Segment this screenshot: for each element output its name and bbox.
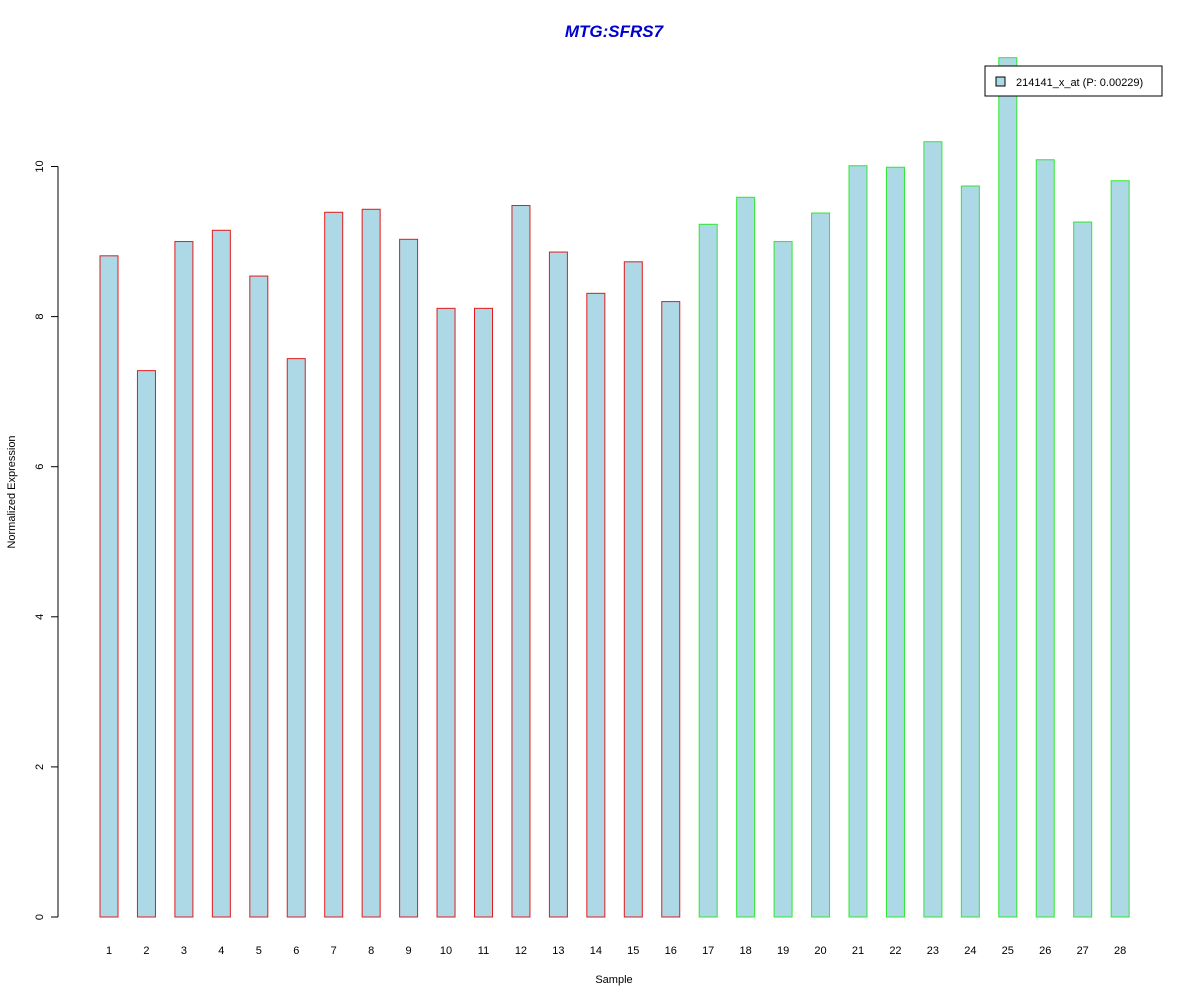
bar-sample-10 [436, 307, 456, 918]
bar-sample-16 [661, 301, 681, 918]
x-tick-label: 6 [293, 945, 299, 957]
bar-sample-7 [324, 211, 344, 918]
x-tick-label: 22 [889, 945, 901, 957]
y-axis: 0 2 4 6 8 10 [34, 160, 59, 920]
legend-swatch [995, 76, 1006, 87]
x-tick-label: 7 [331, 945, 337, 957]
x-axis-label: Sample [595, 974, 632, 986]
bar-sample-17 [698, 223, 718, 918]
y-tick-label: 8 [34, 314, 46, 320]
bar-sample-11 [474, 307, 493, 918]
bar-sample-1 [99, 255, 119, 918]
x-tick-label: 1 [106, 945, 112, 957]
x-tick-label: 3 [181, 945, 187, 957]
chart-title: MTG:SFRS7 [565, 22, 665, 41]
bar-sample-6 [286, 358, 306, 918]
x-axis-tick-labels: 1 2 3 4 5 6 7 8 9 10 11 12 13 14 15 16 17 18 19 20 21 22 23 24 2… [106, 945, 1126, 957]
legend-box [984, 65, 1163, 97]
bar-sample-28 [1110, 180, 1130, 918]
x-tick-label: 9 [406, 945, 412, 957]
bar-sample-18 [736, 196, 756, 918]
bar-sample-13 [548, 251, 568, 918]
bar-sample-3 [174, 241, 194, 918]
x-tick-label: 24 [964, 945, 976, 957]
x-tick-label: 16 [665, 945, 677, 957]
bar-sample-4 [211, 229, 231, 918]
y-axis-label: Normalized Expression [6, 435, 18, 548]
bar-sample-19 [773, 241, 793, 918]
x-tick-label: 26 [1039, 945, 1051, 957]
bar-sample-5 [249, 275, 269, 918]
bar-sample-21 [848, 165, 868, 918]
y-tick-label: 10 [34, 160, 46, 172]
bar-sample-24 [960, 185, 980, 918]
x-tick-label: 21 [852, 945, 864, 957]
y-tick-label: 6 [34, 464, 46, 470]
x-tick-label: 27 [1077, 945, 1089, 957]
x-tick-label: 14 [590, 945, 602, 957]
x-tick-label: 4 [218, 945, 224, 957]
bar-sample-22 [885, 166, 905, 918]
x-tick-label: 10 [440, 945, 452, 957]
x-tick-label: 15 [627, 945, 639, 957]
y-tick-label: 4 [34, 614, 46, 620]
bar-sample-8 [361, 208, 381, 918]
bars-group [99, 57, 1130, 918]
x-tick-label: 25 [1002, 945, 1014, 957]
y-tick-label: 2 [34, 764, 46, 770]
x-tick-label: 8 [368, 945, 374, 957]
bar-sample-9 [399, 238, 419, 918]
bar-sample-2 [136, 370, 156, 918]
x-tick-label: 28 [1114, 945, 1126, 957]
x-tick-label: 13 [552, 945, 564, 957]
bar-sample-14 [586, 292, 606, 918]
y-tick-label: 0 [34, 914, 46, 920]
x-tick-label: 5 [256, 945, 262, 957]
x-tick-label: 20 [814, 945, 826, 957]
x-tick-label: 18 [740, 945, 752, 957]
legend: 214141_x_at (P: 0.00229) [984, 65, 1163, 97]
bar-sample-23 [923, 141, 943, 918]
bar-sample-25 [998, 57, 1018, 918]
x-tick-label: 11 [478, 945, 489, 957]
x-tick-label: 2 [143, 945, 149, 957]
bar-sample-15 [623, 261, 643, 918]
bar-sample-27 [1073, 221, 1093, 918]
bar-sample-12 [511, 205, 531, 918]
bar-sample-20 [811, 212, 831, 918]
legend-label: 214141_x_at (P: 0.00229) [1016, 77, 1143, 89]
x-tick-label: 17 [702, 945, 714, 957]
x-tick-label: 19 [777, 945, 789, 957]
bar-sample-26 [1035, 159, 1055, 918]
x-tick-label: 12 [515, 945, 527, 957]
x-tick-label: 23 [927, 945, 939, 957]
